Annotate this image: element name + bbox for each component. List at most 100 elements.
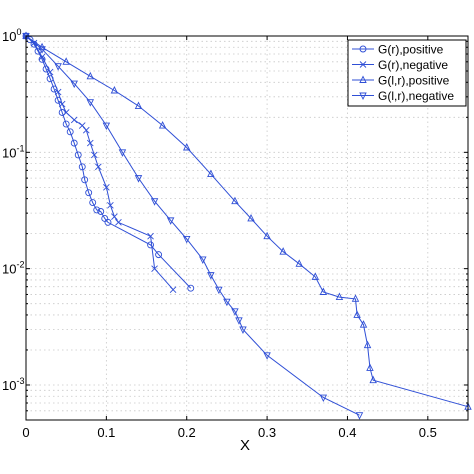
data-point xyxy=(231,196,239,205)
x-axis-label: X xyxy=(240,437,250,454)
data-point xyxy=(90,151,98,159)
data-point xyxy=(85,189,93,197)
series-line xyxy=(25,35,192,289)
y-tick-label: 10-2 xyxy=(2,260,24,277)
data-point xyxy=(295,259,303,267)
data-point xyxy=(207,169,215,178)
data-point xyxy=(134,175,143,183)
y-tick-label: 10-1 xyxy=(2,143,24,160)
data-point xyxy=(107,202,114,209)
data-point xyxy=(187,284,195,292)
data-point xyxy=(207,272,215,280)
series-2 xyxy=(22,32,177,293)
data-point xyxy=(66,128,74,136)
data-point xyxy=(351,294,360,302)
data-point xyxy=(86,139,94,147)
data-point xyxy=(62,120,70,128)
data-point xyxy=(78,122,86,129)
data-point xyxy=(199,256,207,264)
data-point xyxy=(235,317,243,325)
data-point xyxy=(46,68,54,76)
data-point xyxy=(86,71,95,80)
series-1 xyxy=(22,32,195,292)
legend-label: G(r),negative xyxy=(378,58,448,72)
data-point xyxy=(38,46,46,54)
data-point xyxy=(104,218,112,226)
data-point xyxy=(158,121,167,129)
data-point xyxy=(363,340,372,349)
data-point xyxy=(58,109,66,116)
y-tick-label: 10-3 xyxy=(2,376,24,393)
data-point xyxy=(58,100,66,108)
grid xyxy=(26,36,468,420)
data-point xyxy=(26,36,34,44)
x-tick-label: 0.2 xyxy=(178,425,196,440)
data-point xyxy=(369,375,377,384)
series-4 xyxy=(22,33,364,420)
data-point xyxy=(263,231,271,240)
legend-marker xyxy=(359,92,367,101)
data-point xyxy=(231,308,239,316)
data-point xyxy=(74,151,82,159)
data-point xyxy=(81,176,89,184)
axis-ticks: 0 0.1 0.2 0.3 0.4 0.5 100 10-1 10-2 10-3 xyxy=(2,27,468,440)
data-point xyxy=(42,65,50,73)
data-point xyxy=(102,122,111,131)
data-point xyxy=(134,101,143,109)
data-point xyxy=(319,394,328,403)
data-point xyxy=(353,310,361,318)
data-point xyxy=(223,298,231,307)
legend-marker xyxy=(359,61,367,68)
plot-frame xyxy=(25,35,469,421)
data-point xyxy=(70,80,78,89)
data-point xyxy=(319,287,328,295)
x-tick-label: 0.3 xyxy=(258,425,276,440)
x-tick-label: 0.5 xyxy=(419,425,437,440)
data-point xyxy=(355,412,364,420)
data-point xyxy=(111,213,118,220)
data-point xyxy=(155,251,163,259)
x-tick-label: 0 xyxy=(22,425,29,440)
data-point xyxy=(182,143,191,151)
series-layer xyxy=(22,31,472,420)
data-point xyxy=(115,219,122,226)
data-point xyxy=(263,352,271,360)
data-point xyxy=(147,241,155,249)
data-point xyxy=(62,109,70,116)
legend-label: G(l,r),negative xyxy=(378,89,454,103)
legend-label: G(l,r),positive xyxy=(378,74,450,88)
data-point xyxy=(54,88,62,96)
data-point xyxy=(247,213,255,222)
data-point xyxy=(70,139,78,147)
data-point xyxy=(110,85,119,94)
data-point xyxy=(86,99,95,107)
data-point xyxy=(103,184,110,191)
data-point xyxy=(359,320,368,328)
data-point xyxy=(78,163,86,171)
data-point xyxy=(311,272,320,280)
data-point xyxy=(70,116,78,124)
legend-marker xyxy=(359,75,367,83)
data-point xyxy=(38,53,46,61)
data-point xyxy=(54,63,62,71)
data-point xyxy=(150,198,159,206)
data-point xyxy=(366,363,374,371)
data-point xyxy=(89,199,97,207)
data-point xyxy=(95,163,102,171)
data-point xyxy=(82,126,90,134)
data-point xyxy=(279,247,287,255)
data-point xyxy=(166,217,175,225)
data-point xyxy=(239,326,247,334)
x-tick-label: 0.1 xyxy=(97,425,115,440)
data-point xyxy=(335,292,344,301)
data-point xyxy=(151,265,158,272)
data-point xyxy=(169,286,177,293)
data-point xyxy=(62,57,70,65)
legend-marker xyxy=(359,45,367,53)
data-point xyxy=(215,286,223,295)
data-point xyxy=(93,206,101,214)
series-line xyxy=(25,35,360,416)
series-line xyxy=(25,35,469,408)
